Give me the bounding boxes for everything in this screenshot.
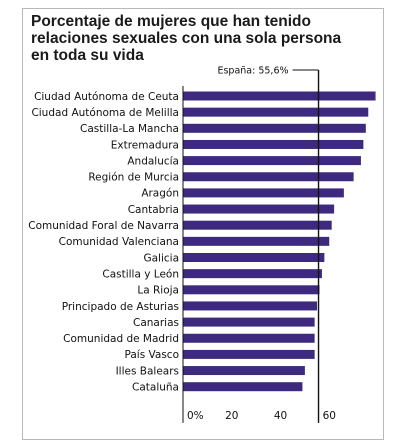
category-label: Castilla-La Mancha — [80, 123, 179, 135]
category-label: Aragón — [141, 188, 179, 200]
category-label: Canarias — [133, 317, 179, 329]
category-label: Ciudad Autónoma de Melilla — [31, 107, 179, 119]
bar — [183, 301, 318, 311]
bar — [183, 236, 330, 246]
reference-label: España: 55,6% — [217, 66, 288, 77]
bar — [183, 269, 322, 279]
bar — [183, 317, 315, 327]
x-tick-label: 60 — [323, 410, 336, 422]
category-label: Región de Murcia — [88, 172, 179, 184]
category-label: Andalucía — [127, 155, 179, 167]
bar — [183, 333, 315, 343]
category-label: Comunidad Foral de Navarra — [28, 220, 179, 232]
chart-title-line-3: en toda su vida — [31, 47, 144, 64]
bar — [183, 253, 325, 262]
category-label: Comunidad Valenciana — [59, 236, 179, 248]
bar — [183, 204, 335, 214]
bar — [183, 349, 315, 359]
category-label: Ciudad Autónoma de Ceuta — [34, 91, 179, 103]
category-label: Principado de Asturias — [62, 301, 179, 313]
bar — [183, 156, 361, 166]
bar — [183, 139, 364, 149]
chart-title: Porcentaje de mujeres que han tenido rel… — [31, 13, 376, 64]
x-tick-label: 20 — [225, 410, 238, 422]
chart-title-line-1: Porcentaje de mujeres que han tenido — [31, 13, 311, 30]
category-label: Illes Balears — [116, 365, 179, 377]
category-label: Comunidad de Madrid — [63, 333, 179, 345]
x-tick-label: 0% — [187, 410, 204, 422]
category-label: País Vasco — [125, 349, 180, 361]
bar — [183, 188, 344, 198]
bar — [183, 123, 366, 133]
bar — [183, 91, 376, 101]
category-label: La Rioja — [137, 285, 179, 297]
bar — [183, 220, 332, 230]
category-label: Cataluña — [132, 382, 179, 394]
x-tick-label: 40 — [274, 410, 287, 422]
bar — [183, 107, 369, 117]
category-label: Castilla y León — [102, 268, 179, 280]
category-label: Galicia — [143, 252, 179, 264]
chart-title-line-2: relaciones sexuales con una sola persona — [31, 30, 342, 47]
category-label: Extremadura — [111, 139, 179, 151]
bar — [183, 382, 303, 392]
bar — [183, 285, 320, 295]
category-label: Cantabria — [128, 204, 179, 216]
bar — [183, 172, 354, 182]
bar — [183, 366, 305, 376]
